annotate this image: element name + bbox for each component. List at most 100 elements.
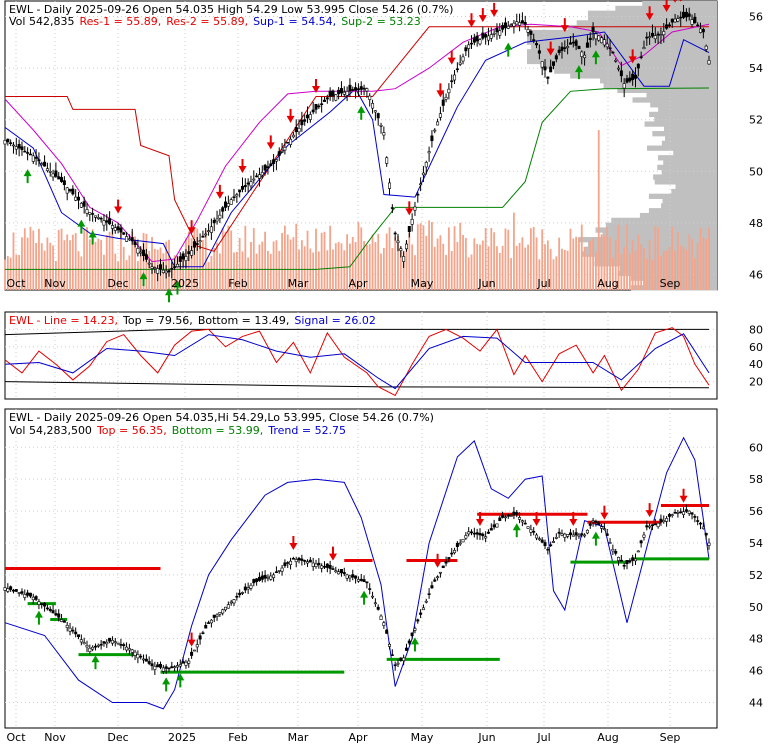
candle-body bbox=[342, 91, 346, 95]
candle-body bbox=[192, 241, 196, 248]
candle-body bbox=[144, 254, 148, 260]
candle-body bbox=[472, 532, 476, 535]
candle-body bbox=[150, 663, 154, 667]
candle-body bbox=[594, 520, 598, 523]
candle-body bbox=[605, 43, 609, 48]
buy-arrow bbox=[173, 280, 182, 288]
candle-body bbox=[413, 206, 417, 211]
volume-bar bbox=[108, 231, 111, 290]
volume-profile-bar bbox=[654, 179, 717, 185]
candle-body bbox=[280, 151, 284, 153]
candle-body bbox=[257, 576, 261, 581]
candle-body bbox=[597, 35, 601, 41]
volume-profile-bar bbox=[661, 140, 717, 146]
candle-body bbox=[232, 599, 236, 604]
volume-bar bbox=[97, 238, 100, 290]
volume-bar bbox=[230, 230, 233, 290]
x-tick-label: Dec bbox=[107, 277, 128, 290]
volume-bar bbox=[66, 234, 69, 290]
volume-bar bbox=[702, 237, 705, 290]
volume-bar bbox=[100, 239, 103, 290]
candle-body bbox=[345, 91, 349, 96]
trend-header-line2-part: Bottom = 53.99, bbox=[172, 424, 264, 437]
volume-bar bbox=[54, 260, 57, 290]
candle-body bbox=[560, 533, 564, 536]
candle-body bbox=[14, 146, 18, 150]
candle-body bbox=[153, 666, 157, 670]
volume-bar bbox=[535, 237, 538, 290]
candle-body bbox=[458, 62, 462, 65]
candle-body bbox=[600, 526, 604, 529]
candle-body bbox=[159, 264, 163, 270]
volume-bar bbox=[267, 250, 269, 290]
candle-body bbox=[436, 576, 440, 579]
y-tick-label: 46 bbox=[749, 665, 763, 678]
volume-profile-bar bbox=[527, 39, 717, 45]
buy-arrow bbox=[139, 272, 148, 280]
candle-body bbox=[119, 644, 123, 646]
candle-body bbox=[430, 585, 434, 589]
candle-body bbox=[187, 660, 191, 664]
candle-body bbox=[532, 39, 536, 41]
y-tick-label: 56 bbox=[749, 505, 763, 518]
volume-bar bbox=[484, 227, 487, 290]
candle-body bbox=[684, 11, 688, 18]
candle-body bbox=[351, 89, 355, 91]
candle-body bbox=[526, 526, 530, 529]
candle-body bbox=[410, 632, 414, 637]
candle-body bbox=[498, 30, 502, 36]
candle-body bbox=[308, 114, 312, 120]
candle-body bbox=[226, 604, 230, 609]
x-tick-label: Feb bbox=[228, 731, 247, 744]
volume-bar bbox=[38, 228, 40, 290]
x-tick-label: Sep bbox=[660, 277, 681, 290]
volume-bar bbox=[589, 240, 592, 290]
candle-body bbox=[619, 70, 623, 77]
volume-bar bbox=[685, 249, 688, 290]
sell-arrow bbox=[289, 542, 298, 550]
volume-bar bbox=[29, 226, 32, 290]
candle-body bbox=[354, 575, 358, 579]
candle-body bbox=[26, 152, 30, 154]
candle-body bbox=[518, 22, 522, 26]
candle-body bbox=[79, 639, 83, 643]
volume-bar bbox=[481, 240, 484, 290]
trend-header-line2-part: Top = 56.35, bbox=[96, 424, 167, 437]
candle-body bbox=[260, 575, 264, 580]
candle-body bbox=[224, 201, 228, 208]
candle-body bbox=[600, 37, 604, 44]
volume-bar bbox=[91, 229, 94, 290]
volume-bar bbox=[527, 244, 529, 290]
candle-body bbox=[212, 219, 216, 224]
volume-bar bbox=[524, 247, 527, 290]
volume-bar bbox=[292, 237, 295, 290]
volume-bar bbox=[289, 239, 292, 290]
candle-body bbox=[404, 243, 408, 250]
candle-body bbox=[274, 159, 278, 162]
candle-body bbox=[453, 550, 457, 554]
volume-bar bbox=[80, 256, 83, 290]
volume-profile-bar bbox=[663, 159, 717, 166]
candle-body bbox=[272, 574, 276, 578]
candle-body bbox=[215, 218, 219, 222]
volume-bar bbox=[227, 225, 230, 290]
candle-body bbox=[291, 134, 295, 138]
candle-body bbox=[348, 575, 352, 579]
volume-bar bbox=[261, 241, 264, 290]
candle-body bbox=[204, 233, 208, 236]
volume-bar bbox=[120, 232, 122, 290]
candle-body bbox=[588, 37, 592, 41]
volume-bar bbox=[284, 225, 286, 290]
candle-body bbox=[96, 644, 100, 647]
volume-profile-bar bbox=[648, 208, 717, 214]
candle-body bbox=[48, 608, 52, 611]
candle-body bbox=[512, 511, 516, 516]
y-tick-label: 60 bbox=[749, 441, 763, 454]
y-tick-label: 52 bbox=[749, 569, 763, 582]
buy-arrow bbox=[512, 523, 521, 531]
candle-body bbox=[339, 88, 343, 94]
x-tick-label: Sep bbox=[660, 731, 681, 744]
x-tick-label: Dec bbox=[107, 731, 128, 744]
candle-body bbox=[110, 225, 114, 229]
candle-body bbox=[337, 571, 341, 575]
